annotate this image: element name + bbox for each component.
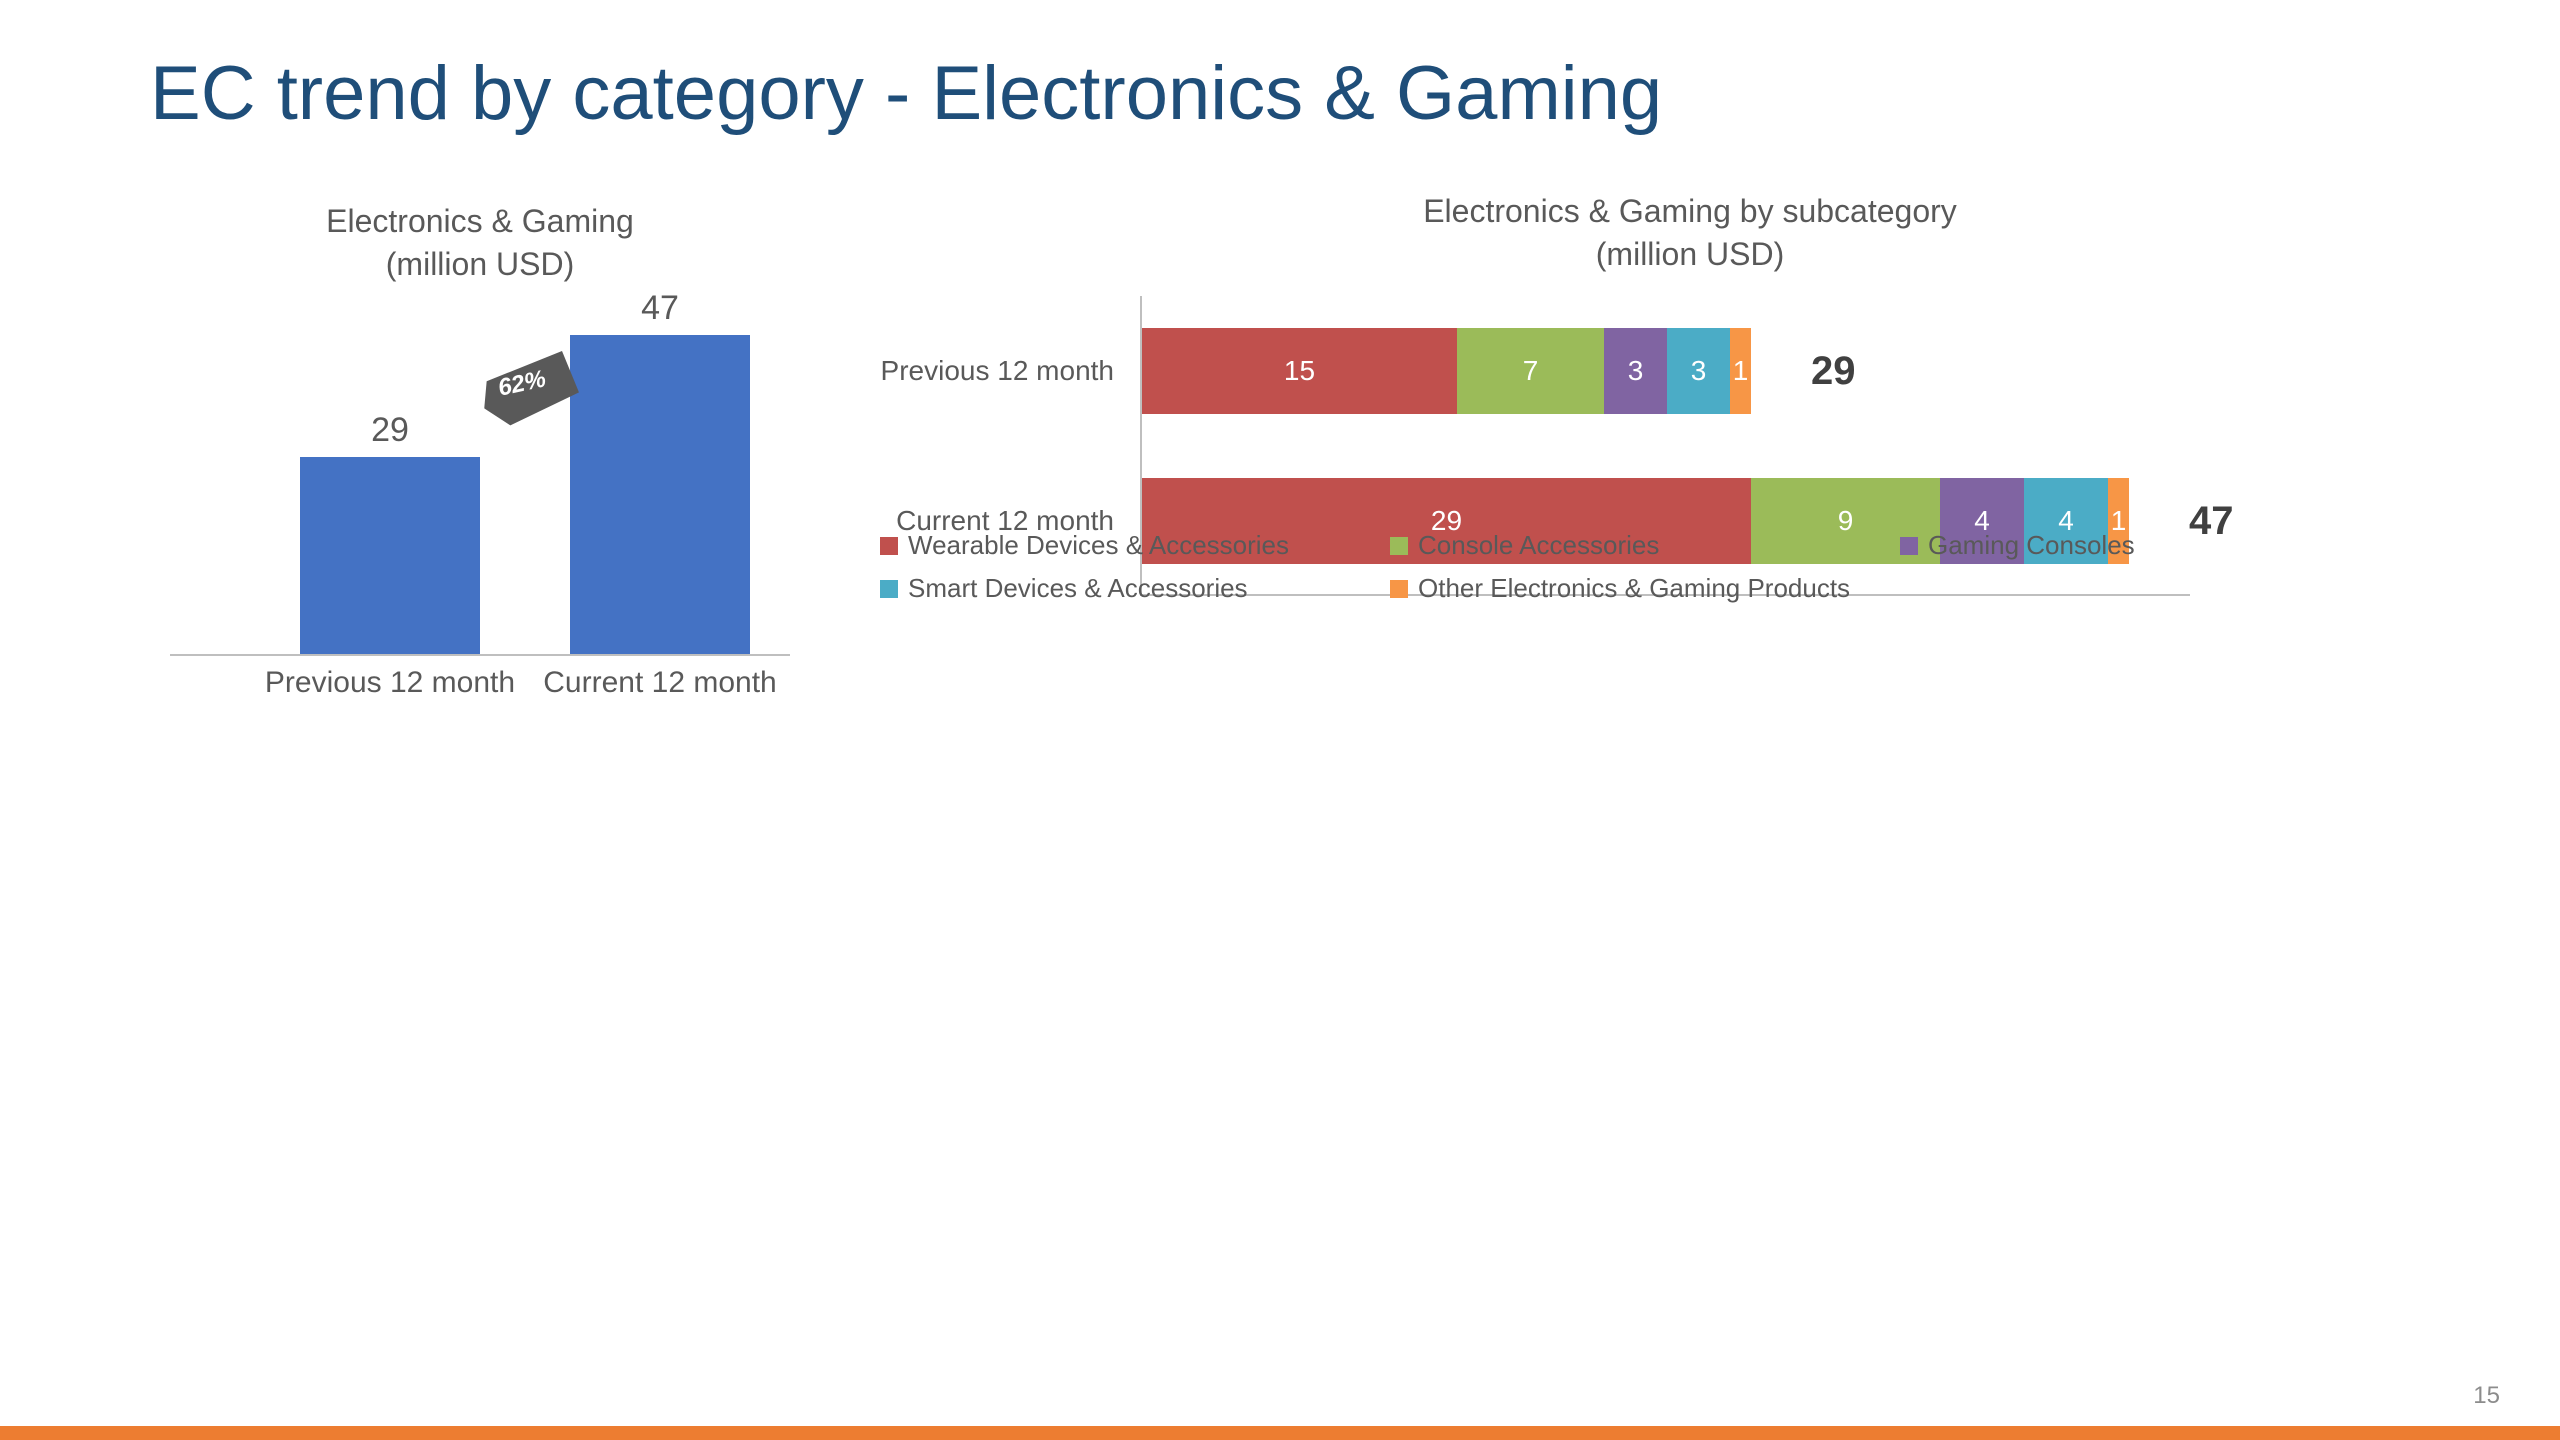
stacked-bar-chart: Electronics & Gaming by subcategory (mil… [1140, 190, 2340, 596]
stacked-segment: 15 [1142, 328, 1457, 414]
legend-label: Other Electronics & Gaming Products [1418, 573, 1850, 604]
stacked-row-total: 47 [2189, 499, 2234, 544]
slide-title: EC trend by category - Electronics & Gam… [150, 50, 1662, 137]
legend-item: Console Accessories [1390, 530, 1900, 561]
legend-label: Wearable Devices & Accessories [908, 530, 1289, 561]
bar-value-label: 29 [300, 411, 480, 450]
legend-label: Smart Devices & Accessories [908, 573, 1248, 604]
stacked-row-total: 29 [1811, 349, 1856, 394]
legend-label: Console Accessories [1418, 530, 1659, 561]
footer-accent-bar [0, 1426, 2560, 1440]
stacked-segment: 3 [1667, 328, 1730, 414]
bar-chart: Electronics & Gaming (million USD) 29Pre… [170, 200, 790, 656]
bar-category-label: Previous 12 month [240, 666, 540, 700]
bar-chart-title-line1: Electronics & Gaming [326, 203, 634, 239]
legend-item: Smart Devices & Accessories [880, 573, 1390, 604]
bar-category-label: Current 12 month [510, 666, 810, 700]
bar-value-label: 47 [570, 289, 750, 328]
stacked-segment: 7 [1457, 328, 1604, 414]
stacked-chart-title: Electronics & Gaming by subcategory (mil… [1260, 190, 2120, 276]
slide: EC trend by category - Electronics & Gam… [0, 0, 2560, 1440]
legend-item: Wearable Devices & Accessories [880, 530, 1390, 561]
stacked-segment: 3 [1604, 328, 1667, 414]
chart-legend: Wearable Devices & Accessories Console Ac… [880, 530, 2160, 604]
stacked-chart-title-line1: Electronics & Gaming by subcategory [1423, 193, 1957, 229]
legend-swatch [1900, 537, 1918, 555]
legend-swatch [1390, 537, 1408, 555]
legend-swatch [880, 580, 898, 598]
stacked-chart-title-line2: (million USD) [1596, 236, 1784, 272]
growth-badge: 62% [475, 348, 569, 420]
bar-chart-plot-area: 29Previous 12 month47Current 12 month62% [170, 316, 790, 656]
legend-item: Other Electronics & Gaming Products [1390, 573, 1900, 604]
stacked-segment: 1 [1730, 328, 1751, 414]
bar: 47 [570, 335, 750, 655]
stacked-bar-row: Previous 12 month15733129 [1142, 328, 1856, 414]
page-number: 15 [2473, 1382, 2500, 1410]
bar-chart-title-line2: (million USD) [386, 246, 574, 282]
legend-swatch [880, 537, 898, 555]
bar: 29 [300, 457, 480, 654]
legend-swatch [1390, 580, 1408, 598]
bar-chart-title: Electronics & Gaming (million USD) [170, 200, 790, 286]
legend-item: Gaming Consoles [1900, 530, 2160, 561]
stacked-row-label: Previous 12 month [881, 355, 1142, 387]
legend-label: Gaming Consoles [1928, 530, 2135, 561]
